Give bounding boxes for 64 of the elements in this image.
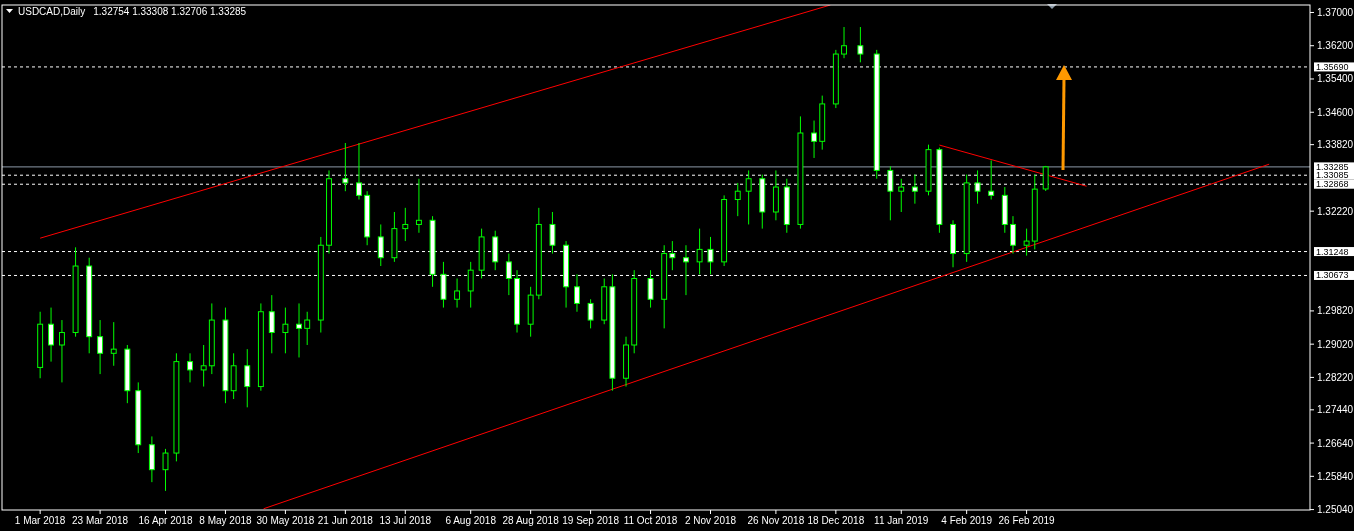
candlestick (187, 352, 193, 383)
candlestick (200, 344, 207, 388)
y-tick-label: 1.26640 (1317, 437, 1354, 449)
x-tick-label: 1 Mar 2018 (14, 515, 66, 526)
candlestick (59, 319, 65, 383)
candlestick (244, 348, 251, 408)
candlestick (467, 261, 474, 309)
x-tick-label: 11 Oct 2018 (623, 515, 678, 526)
candlestick (841, 26, 847, 59)
x-tick-label: 28 Aug 2018 (502, 515, 560, 526)
candlestick (162, 448, 169, 492)
candlestick (304, 311, 311, 346)
ref-line-label: 1.31248 (1316, 246, 1349, 257)
y-tick-label: 1.34600 (1317, 106, 1354, 118)
x-tick-label: 8 May 2018 (199, 515, 253, 526)
chart-title: USDCAD,Daily (18, 6, 86, 17)
candlestick (857, 26, 864, 63)
candlestick (454, 277, 461, 309)
x-tick-label: 2 Nov 2018 (684, 515, 737, 526)
candlestick (898, 178, 905, 213)
y-tick-label: 1.35400 (1317, 73, 1354, 85)
y-tick-label: 1.36200 (1317, 40, 1354, 52)
candlestick (402, 207, 409, 242)
candlestick (97, 319, 104, 375)
x-tick-label: 6 Aug 2018 (445, 515, 497, 526)
y-tick-label: 1.32220 (1317, 205, 1354, 217)
x-tick-label: 26 Nov 2018 (747, 515, 805, 526)
x-tick-label: 11 Jan 2019 (874, 515, 929, 526)
x-tick-label: 19 Sep 2018 (562, 515, 620, 526)
ref-line-label: 1.33085 (1316, 170, 1349, 181)
candlestick (745, 169, 752, 225)
x-tick-label: 23 Mar 2018 (72, 515, 129, 526)
candlestick (415, 178, 422, 234)
candlestick (296, 302, 302, 358)
candlestick (1023, 228, 1030, 257)
ref-line-label: 1.33285 (1316, 161, 1349, 172)
candlestick (1042, 165, 1049, 192)
y-tick-label: 1.25040 (1317, 504, 1354, 516)
ref-line-label: 1.32868 (1316, 179, 1349, 190)
candlestick (587, 298, 594, 329)
y-tick-label: 1.28220 (1317, 371, 1354, 383)
candlestick (282, 307, 289, 354)
candlestick (734, 182, 741, 217)
chart-subtitle: 1.32754 1.33308 1.32706 1.33285 (93, 6, 247, 17)
candlestick (811, 120, 817, 159)
ref-line-label: 1.30673 (1316, 270, 1349, 281)
candlestick (48, 307, 54, 363)
x-tick-label: 21 Jun 2018 (317, 515, 374, 526)
x-tick-label: 26 Feb 2019 (998, 515, 1056, 526)
y-tick-label: 1.37000 (1317, 6, 1354, 18)
y-tick-label: 1.25840 (1317, 470, 1354, 482)
y-tick-label: 1.29020 (1317, 338, 1354, 350)
x-tick-label: 30 May 2018 (256, 515, 315, 526)
y-tick-label: 1.33820 (1317, 139, 1354, 151)
x-tick-label: 13 Jul 2018 (379, 515, 432, 526)
x-tick-label: 18 Dec 2018 (807, 515, 865, 526)
candlestick (110, 321, 117, 367)
ref-line-label: 1.35690 (1316, 61, 1349, 72)
y-tick-label: 1.29820 (1317, 305, 1354, 317)
candlestick (696, 228, 703, 275)
x-tick-label: 4 Feb 2019 (941, 515, 993, 526)
x-tick-label: 16 Apr 2018 (138, 515, 193, 526)
candlestick (268, 294, 275, 354)
y-tick-label: 1.27440 (1317, 404, 1354, 416)
